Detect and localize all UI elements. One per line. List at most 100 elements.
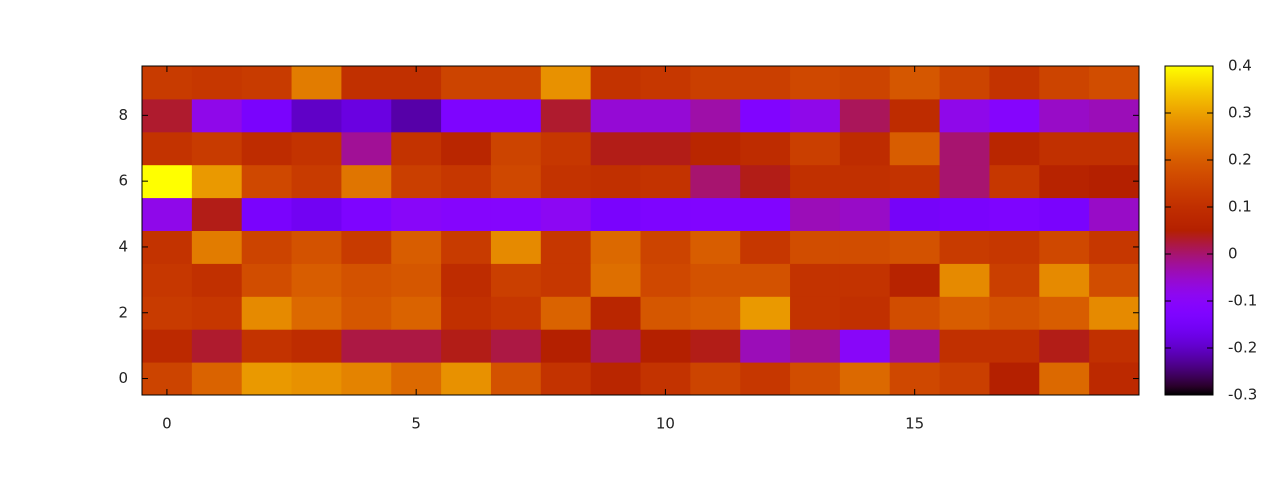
cell — [889, 98, 941, 133]
cell — [989, 164, 1040, 199]
cell — [839, 66, 891, 100]
cell — [640, 329, 691, 363]
cell — [590, 164, 641, 199]
cell — [441, 329, 492, 363]
cell — [939, 164, 990, 199]
cell — [341, 98, 392, 133]
cell — [241, 131, 293, 166]
cell — [1089, 66, 1140, 100]
cell — [590, 329, 641, 363]
y-tick-label: 2 — [118, 303, 128, 321]
cell — [241, 362, 293, 396]
cell — [790, 230, 841, 264]
cell — [441, 98, 492, 133]
cell — [1039, 66, 1090, 100]
cell — [490, 230, 542, 264]
cell — [341, 230, 392, 264]
cell — [291, 296, 342, 330]
cell — [839, 263, 891, 297]
cell — [939, 263, 990, 297]
cell — [790, 131, 841, 166]
cell — [241, 197, 293, 231]
cell — [341, 329, 392, 363]
cell — [1089, 362, 1140, 396]
cell — [989, 131, 1040, 166]
cell — [540, 197, 592, 231]
cell — [690, 230, 741, 264]
cell — [241, 164, 293, 199]
cell — [142, 230, 193, 264]
cell — [590, 66, 641, 100]
cell — [241, 329, 293, 363]
y-tick-label: 6 — [118, 172, 128, 190]
cell — [441, 164, 492, 199]
cell — [1039, 98, 1090, 133]
cell — [391, 263, 442, 297]
cell — [391, 329, 442, 363]
cell — [241, 230, 293, 264]
cell — [441, 263, 492, 297]
cell — [1089, 131, 1140, 166]
cell — [640, 164, 691, 199]
cell — [989, 98, 1040, 133]
cell — [790, 329, 841, 363]
x-tick-label: 10 — [656, 415, 675, 433]
cell — [1089, 329, 1140, 363]
cell — [391, 131, 442, 166]
cell — [989, 329, 1040, 363]
y-tick-label: 8 — [118, 106, 128, 124]
cell — [540, 230, 592, 264]
cell — [640, 296, 691, 330]
cell — [191, 98, 243, 133]
cell — [490, 66, 542, 100]
cell — [590, 131, 641, 166]
cell — [590, 362, 641, 396]
cell — [490, 296, 542, 330]
cell — [1039, 131, 1090, 166]
cell — [740, 66, 791, 100]
cell — [590, 230, 641, 264]
cell — [690, 329, 741, 363]
plot-frame — [141, 65, 1140, 396]
cell — [391, 98, 442, 133]
y-tick-label: 4 — [118, 237, 128, 255]
cell — [142, 98, 193, 133]
cell — [540, 66, 592, 100]
cell — [341, 296, 392, 330]
cell — [490, 98, 542, 133]
cell — [341, 197, 392, 231]
cell — [889, 131, 941, 166]
cell — [490, 164, 542, 199]
cell — [441, 66, 492, 100]
cell — [241, 66, 293, 100]
cell — [191, 329, 243, 363]
cell — [889, 230, 941, 264]
cell — [142, 263, 193, 297]
cell — [989, 362, 1040, 396]
cell — [490, 131, 542, 166]
cell — [939, 98, 990, 133]
cell — [939, 131, 990, 166]
cell — [839, 362, 891, 396]
cell — [540, 263, 592, 297]
cell — [740, 98, 791, 133]
cell — [839, 164, 891, 199]
cell — [441, 296, 492, 330]
cell — [441, 230, 492, 264]
colorbar-tick-label: -0.2 — [1228, 339, 1257, 357]
cell — [490, 263, 542, 297]
cell — [191, 296, 243, 330]
cell — [1089, 98, 1140, 133]
cell — [989, 197, 1040, 231]
cell — [1039, 197, 1090, 231]
cell — [1039, 230, 1090, 264]
cell — [191, 131, 243, 166]
cell — [142, 131, 193, 166]
cell — [640, 131, 691, 166]
cell — [191, 164, 243, 199]
cell — [241, 263, 293, 297]
cell — [839, 98, 891, 133]
cell — [989, 230, 1040, 264]
cell — [1039, 329, 1090, 363]
cell — [989, 296, 1040, 330]
